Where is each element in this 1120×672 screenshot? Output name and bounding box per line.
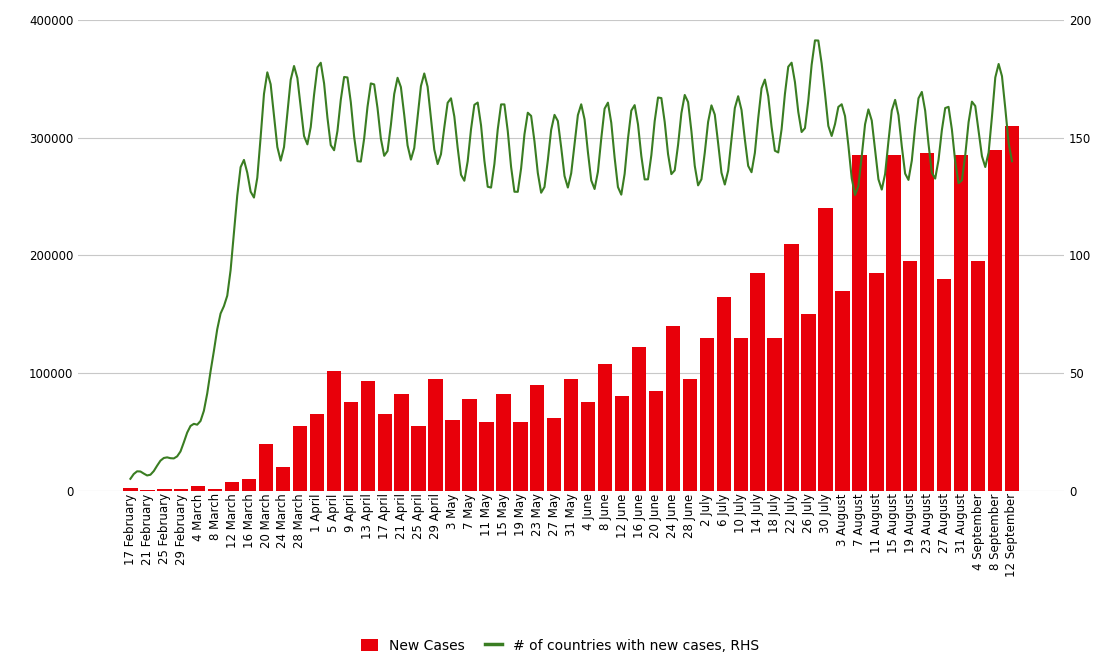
Bar bbox=[632, 347, 646, 491]
Bar bbox=[411, 426, 426, 491]
Bar bbox=[327, 371, 342, 491]
Bar bbox=[479, 423, 494, 491]
Bar bbox=[598, 364, 613, 491]
Bar bbox=[259, 444, 273, 491]
Bar bbox=[683, 379, 697, 491]
Bar bbox=[446, 420, 459, 491]
Legend: New Cases, # of countries with new cases, RHS: New Cases, # of countries with new cases… bbox=[355, 633, 765, 659]
Bar bbox=[615, 396, 629, 491]
Bar bbox=[903, 261, 917, 491]
Bar bbox=[869, 273, 884, 491]
Bar bbox=[836, 290, 850, 491]
Bar bbox=[954, 155, 969, 491]
Bar bbox=[1005, 126, 1019, 491]
Bar bbox=[734, 337, 748, 491]
Bar bbox=[377, 414, 392, 491]
Bar bbox=[496, 394, 511, 491]
Bar bbox=[784, 243, 799, 491]
Bar bbox=[463, 399, 477, 491]
Bar bbox=[513, 423, 528, 491]
Bar bbox=[920, 153, 934, 491]
Bar bbox=[174, 489, 188, 491]
Bar bbox=[157, 489, 171, 491]
Bar bbox=[242, 478, 256, 491]
Bar bbox=[648, 390, 663, 491]
Bar bbox=[852, 155, 867, 491]
Bar bbox=[428, 379, 442, 491]
Bar bbox=[971, 261, 986, 491]
Bar bbox=[276, 467, 290, 491]
Bar bbox=[361, 381, 375, 491]
Bar bbox=[988, 150, 1002, 491]
Bar bbox=[801, 314, 815, 491]
Bar bbox=[700, 337, 715, 491]
Bar bbox=[937, 279, 951, 491]
Bar bbox=[225, 482, 240, 491]
Bar bbox=[530, 384, 544, 491]
Bar bbox=[292, 426, 307, 491]
Bar bbox=[208, 489, 223, 491]
Bar bbox=[581, 403, 596, 491]
Bar bbox=[886, 155, 900, 491]
Bar bbox=[564, 379, 578, 491]
Bar bbox=[344, 403, 358, 491]
Bar bbox=[394, 394, 409, 491]
Bar bbox=[665, 326, 680, 491]
Bar bbox=[192, 487, 205, 491]
Bar bbox=[123, 488, 138, 491]
Bar bbox=[767, 337, 782, 491]
Bar bbox=[717, 296, 731, 491]
Bar bbox=[310, 414, 324, 491]
Bar bbox=[547, 417, 561, 491]
Bar bbox=[750, 273, 765, 491]
Bar bbox=[819, 208, 832, 491]
Bar bbox=[140, 490, 155, 491]
